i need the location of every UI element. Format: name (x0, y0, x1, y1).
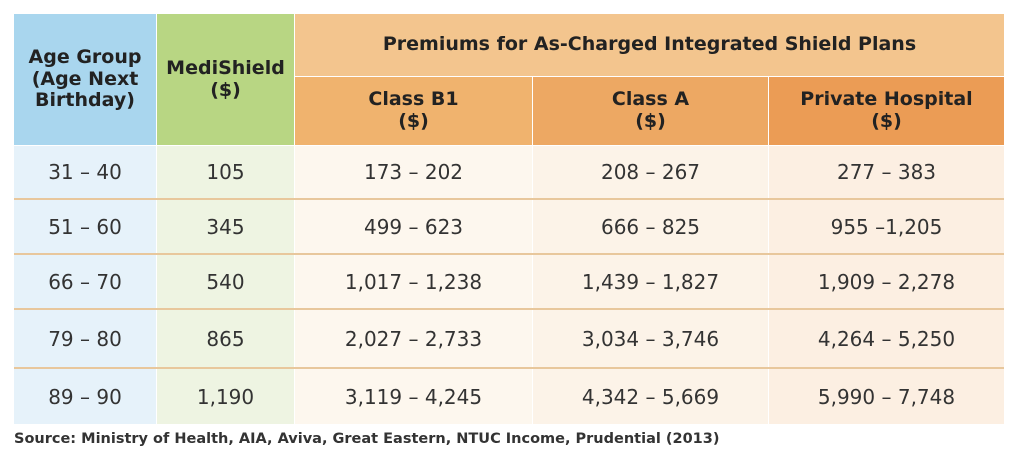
table-cell-age: 51 – 60 (14, 200, 156, 253)
header-class-b1-line-1: Class B1 (368, 88, 459, 111)
table-cell-age: 66 – 70 (14, 255, 156, 308)
header-private-hospital: Private Hospital ($) (769, 77, 1004, 145)
header-age-line-2: (Age Next (31, 67, 139, 90)
row-divider (14, 253, 1004, 255)
header-class-a-line-1: Class A (611, 88, 690, 111)
table-cell-private-hospital: 955 –1,205 (769, 200, 1004, 253)
header-private-hospital-line-2: ($) (871, 110, 902, 132)
table-cell-class-a: 3,034 – 3,746 (533, 310, 768, 367)
header-age-line-3: Birthday) (35, 89, 135, 112)
header-medishield-line-2: ($) (210, 78, 241, 101)
table-cell-medishield: 1,190 (157, 369, 294, 424)
table-cell-class-b1: 2,027 – 2,733 (295, 310, 532, 367)
header-premiums-group: Premiums for As-Charged Integrated Shiel… (295, 14, 1004, 76)
header-class-a: Class A ($) (533, 77, 768, 145)
row-divider (14, 198, 1004, 200)
table-cell-medishield: 345 (157, 200, 294, 253)
table-cell-age: 31 – 40 (14, 146, 156, 198)
table-cell-age: 79 – 80 (14, 310, 156, 367)
header-age-group: Age Group (Age Next Birthday) (14, 14, 156, 145)
table-cell-class-a: 666 – 825 (533, 200, 768, 253)
header-private-hospital-line-1: Private Hospital (800, 88, 973, 111)
table-cell-class-b1: 1,017 – 1,238 (295, 255, 532, 308)
header-class-b1-line-2: ($) (398, 110, 429, 132)
header-medishield-line-1: MediShield (166, 56, 285, 79)
table-cell-medishield: 540 (157, 255, 294, 308)
header-premiums-label: Premiums for As-Charged Integrated Shiel… (382, 33, 917, 56)
header-age-line-1: Age Group (28, 45, 142, 68)
table-cell-class-a: 4,342 – 5,669 (533, 369, 768, 424)
table-cell-class-b1: 499 – 623 (295, 200, 532, 253)
table-cell-medishield: 105 (157, 146, 294, 198)
table-cell-age: 89 – 90 (14, 369, 156, 424)
table-cell-private-hospital: 277 – 383 (769, 146, 1004, 198)
header-class-b1: Class B1 ($) (295, 77, 532, 145)
header-medishield: MediShield ($) (157, 14, 294, 145)
table-cell-class-a: 1,439 – 1,827 (533, 255, 768, 308)
table-cell-medishield: 865 (157, 310, 294, 367)
table-cell-private-hospital: 4,264 – 5,250 (769, 310, 1004, 367)
row-divider (14, 308, 1004, 310)
table-cell-private-hospital: 1,909 – 2,278 (769, 255, 1004, 308)
table-cell-class-b1: 173 – 202 (295, 146, 532, 198)
header-class-a-line-2: ($) (635, 110, 666, 132)
table-cell-private-hospital: 5,990 – 7,748 (769, 369, 1004, 424)
source-note: Source: Ministry of Health, AIA, Aviva, … (14, 431, 720, 447)
table-cell-class-a: 208 – 267 (533, 146, 768, 198)
row-divider (14, 367, 1004, 369)
table-cell-class-b1: 3,119 – 4,245 (295, 369, 532, 424)
